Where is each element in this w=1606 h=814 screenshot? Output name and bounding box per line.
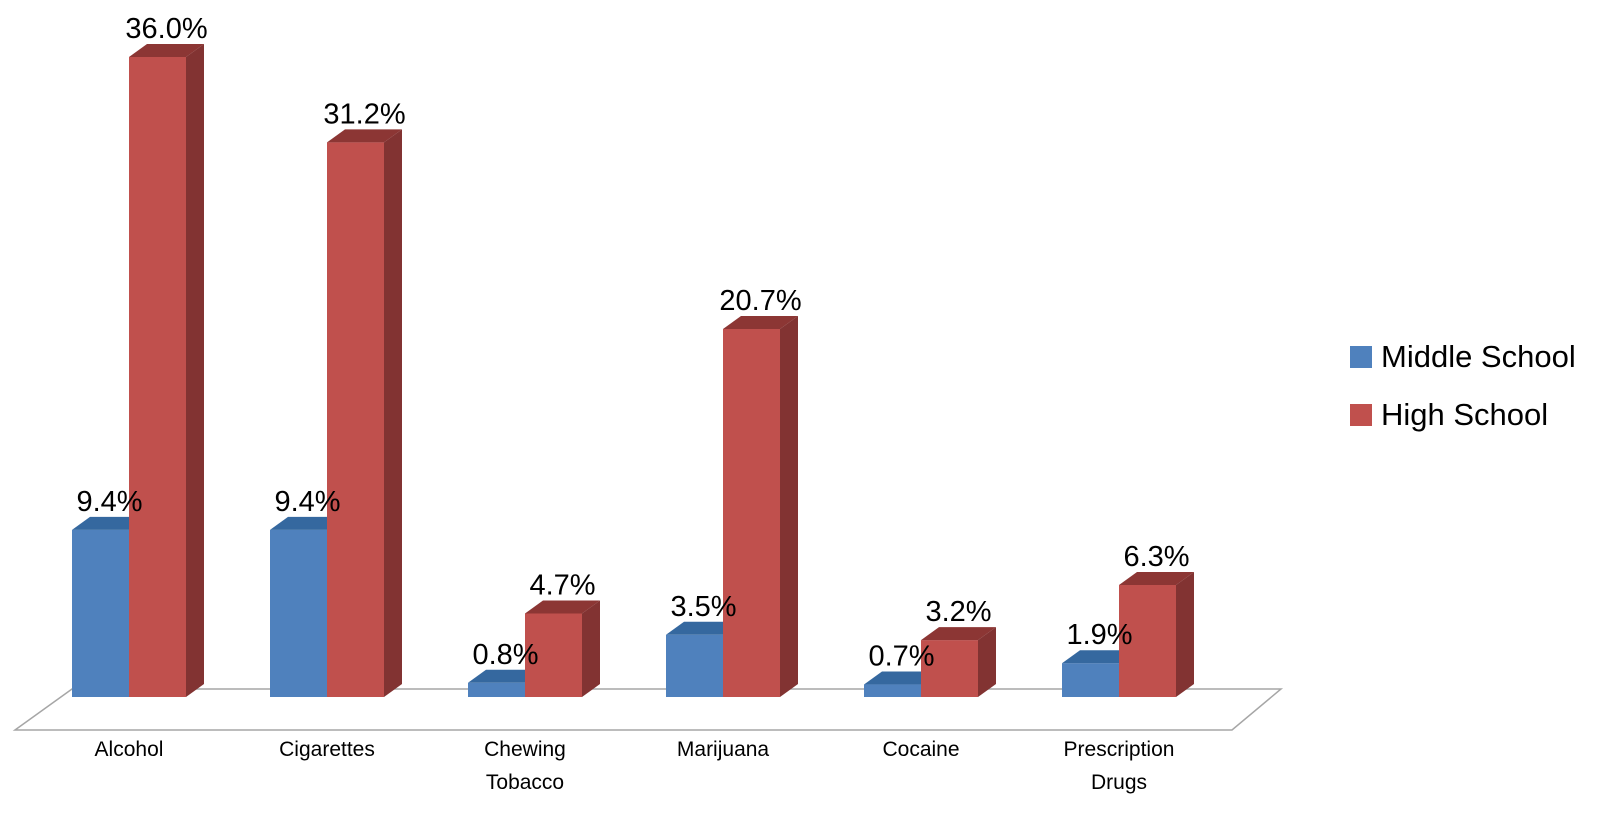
bar-front <box>921 640 978 697</box>
category-label-cocaine: Cocaine <box>882 738 959 761</box>
bar-top <box>327 129 402 143</box>
bar-top <box>72 516 147 530</box>
bar-top <box>921 627 996 641</box>
chart-floor <box>12 688 1284 731</box>
bar-top <box>525 600 600 614</box>
labels-layer: 9.4% 36.0% 9.4% 31.2% 0.8% 4.7% 3.5% 20.7% 0.7% 3… <box>76 13 1189 673</box>
bar-high-school-cigarettes <box>327 129 402 698</box>
category-label-line: Drugs <box>1091 771 1147 794</box>
bar-high-school-chewing-tobacco <box>525 600 600 697</box>
bar-high-school-cocaine <box>921 627 996 697</box>
bar-side <box>1176 572 1194 697</box>
data-label-middle-school-cigarettes: 9.4% <box>274 486 340 518</box>
legend-swatch-high-school <box>1350 404 1372 426</box>
data-label-high-school-cigarettes: 31.2% <box>323 98 405 130</box>
category-label-line: Cigarettes <box>279 738 375 761</box>
bar-high-school-alcohol <box>129 44 204 697</box>
bar-front <box>468 682 525 697</box>
category-label-line: Cocaine <box>882 738 959 761</box>
data-label-high-school-cocaine: 3.2% <box>925 596 991 628</box>
data-label-high-school-alcohol: 36.0% <box>125 13 207 45</box>
bar-side <box>582 600 600 697</box>
bar-top <box>1062 650 1137 664</box>
data-label-high-school-marijuana: 20.7% <box>719 285 801 317</box>
bar-side <box>384 129 402 698</box>
bar-front <box>1062 663 1119 697</box>
legend-swatch-middle-school <box>1350 346 1372 368</box>
bar-top <box>723 316 798 329</box>
bar-front <box>525 613 582 697</box>
bar-high-school-prescription-drugs <box>1119 572 1194 697</box>
category-label-line: Prescription <box>1064 738 1175 761</box>
legend-item-high-school: High School <box>1350 386 1576 444</box>
bar-top <box>864 671 939 685</box>
category-label-line: Marijuana <box>677 738 770 761</box>
bar-front <box>864 684 921 697</box>
bar-front <box>270 529 327 697</box>
bar-top <box>468 669 543 683</box>
bar-side <box>978 627 996 697</box>
bar-top <box>666 621 741 635</box>
data-label-high-school-chewing-tobacco: 4.7% <box>529 569 595 601</box>
legend-label-high-school: High School <box>1381 397 1549 432</box>
category-label-marijuana: Marijuana <box>677 738 770 761</box>
legend: Middle School High School <box>1350 328 1576 444</box>
data-label-middle-school-marijuana: 3.5% <box>670 591 736 623</box>
bar-front <box>1119 585 1176 697</box>
data-label-high-school-prescription-drugs: 6.3% <box>1123 541 1189 573</box>
bars-layer <box>72 44 1194 698</box>
bar-side <box>780 316 798 697</box>
category-label-alcohol: Alcohol <box>95 738 164 761</box>
bar-front <box>129 57 186 697</box>
bar-top <box>129 44 204 57</box>
category-label-line: Alcohol <box>95 738 164 761</box>
category-label-cigarettes: Cigarettes <box>279 738 375 761</box>
legend-item-middle-school: Middle School <box>1350 328 1576 386</box>
bar-front <box>723 329 780 697</box>
bar-high-school-marijuana <box>723 316 798 697</box>
category-label-line: Chewing <box>484 738 566 761</box>
bar-front <box>666 634 723 697</box>
category-label-chewing-tobacco: Chewing Tobacco <box>484 738 566 794</box>
data-label-middle-school-alcohol: 9.4% <box>76 486 142 518</box>
legend-label-middle-school: Middle School <box>1381 339 1576 374</box>
bar-side <box>186 44 204 697</box>
data-label-middle-school-chewing-tobacco: 0.8% <box>472 639 538 671</box>
bar-top <box>1119 572 1194 585</box>
data-label-middle-school-cocaine: 0.7% <box>868 641 934 673</box>
category-label-line: Tobacco <box>486 771 564 794</box>
category-label-prescription-drugs: Prescription Drugs <box>1064 738 1175 794</box>
category-labels: Alcohol Cigarettes Chewing Tobacco Marijuana… <box>95 738 1175 794</box>
bar-top <box>270 516 345 530</box>
bar-front <box>72 529 129 697</box>
data-label-middle-school-prescription-drugs: 1.9% <box>1066 619 1132 651</box>
bar-front <box>327 142 384 698</box>
